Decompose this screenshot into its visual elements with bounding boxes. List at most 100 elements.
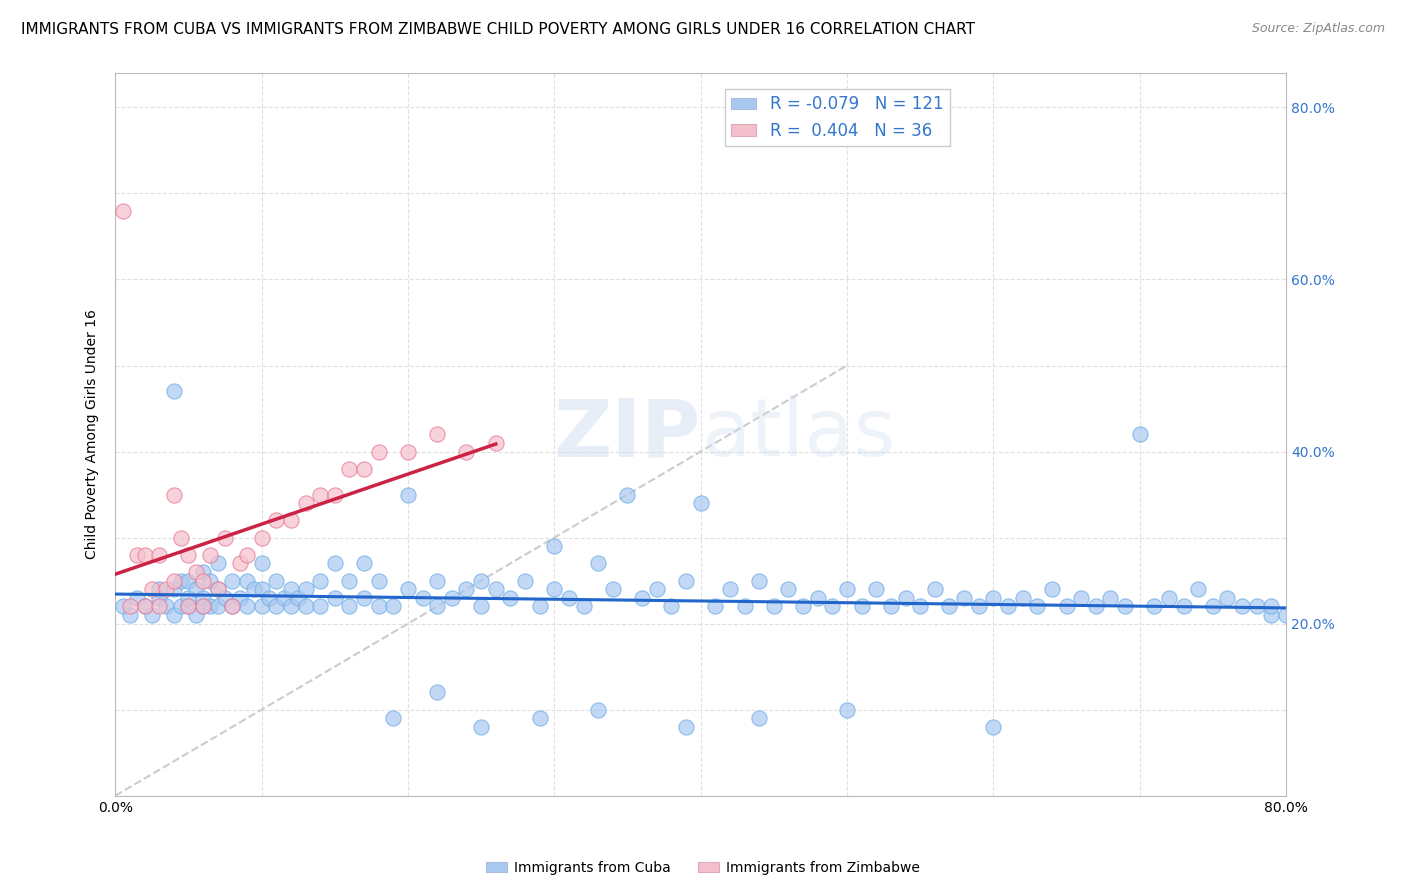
Point	[294, 582, 316, 597]
Point	[616, 487, 638, 501]
Point	[191, 599, 214, 614]
Point	[207, 582, 229, 597]
Point	[470, 599, 492, 614]
Point	[163, 607, 186, 622]
Point	[141, 582, 163, 597]
Point	[191, 565, 214, 579]
Point	[1275, 607, 1298, 622]
Point	[323, 557, 346, 571]
Point	[111, 599, 134, 614]
Point	[118, 599, 141, 614]
Point	[184, 565, 207, 579]
Point	[1230, 599, 1253, 614]
Point	[207, 557, 229, 571]
Point	[280, 513, 302, 527]
Point	[1040, 582, 1063, 597]
Y-axis label: Child Poverty Among Girls Under 16: Child Poverty Among Girls Under 16	[86, 310, 100, 559]
Point	[792, 599, 814, 614]
Point	[309, 599, 332, 614]
Point	[155, 582, 177, 597]
Point	[499, 591, 522, 605]
Point	[543, 539, 565, 553]
Legend: R = -0.079   N = 121, R =  0.404   N = 36: R = -0.079 N = 121, R = 0.404 N = 36	[724, 88, 950, 146]
Point	[111, 203, 134, 218]
Point	[1114, 599, 1136, 614]
Point	[675, 574, 697, 588]
Point	[1216, 591, 1239, 605]
Point	[236, 548, 259, 562]
Point	[264, 513, 287, 527]
Point	[426, 685, 449, 699]
Point	[981, 720, 1004, 734]
Point	[243, 582, 266, 597]
Point	[470, 720, 492, 734]
Point	[382, 599, 405, 614]
Point	[529, 599, 551, 614]
Point	[148, 548, 170, 562]
Point	[280, 599, 302, 614]
Point	[191, 574, 214, 588]
Point	[264, 599, 287, 614]
Point	[513, 574, 536, 588]
Point	[221, 599, 243, 614]
Point	[762, 599, 785, 614]
Point	[485, 582, 508, 597]
Point	[134, 548, 156, 562]
Point	[367, 574, 389, 588]
Point	[250, 599, 273, 614]
Point	[426, 427, 449, 442]
Point	[645, 582, 668, 597]
Point	[163, 487, 186, 501]
Point	[412, 591, 434, 605]
Point	[214, 531, 236, 545]
Point	[214, 591, 236, 605]
Point	[191, 591, 214, 605]
Point	[250, 531, 273, 545]
Point	[353, 557, 375, 571]
Point	[309, 574, 332, 588]
Point	[1026, 599, 1049, 614]
Point	[221, 599, 243, 614]
Point	[273, 591, 295, 605]
Point	[134, 599, 156, 614]
Point	[200, 574, 222, 588]
Point	[353, 591, 375, 605]
Point	[287, 591, 309, 605]
Point	[1202, 599, 1225, 614]
Point	[339, 462, 361, 476]
Point	[236, 599, 259, 614]
Point	[228, 591, 250, 605]
Point	[148, 582, 170, 597]
Point	[163, 582, 186, 597]
Point	[184, 582, 207, 597]
Point	[177, 599, 200, 614]
Point	[367, 599, 389, 614]
Point	[1011, 591, 1033, 605]
Point	[177, 548, 200, 562]
Point	[148, 591, 170, 605]
Point	[938, 599, 960, 614]
Point	[294, 496, 316, 510]
Point	[382, 711, 405, 725]
Point	[485, 436, 508, 450]
Point	[997, 599, 1019, 614]
Point	[981, 591, 1004, 605]
Point	[207, 599, 229, 614]
Point	[228, 557, 250, 571]
Point	[778, 582, 800, 597]
Point	[280, 582, 302, 597]
Point	[309, 487, 332, 501]
Point	[704, 599, 727, 614]
Point	[221, 574, 243, 588]
Point	[1143, 599, 1166, 614]
Point	[689, 496, 711, 510]
Point	[1246, 599, 1268, 614]
Point	[396, 582, 419, 597]
Point	[323, 591, 346, 605]
Point	[748, 574, 770, 588]
Point	[250, 582, 273, 597]
Text: IMMIGRANTS FROM CUBA VS IMMIGRANTS FROM ZIMBABWE CHILD POVERTY AMONG GIRLS UNDER: IMMIGRANTS FROM CUBA VS IMMIGRANTS FROM …	[21, 22, 976, 37]
Point	[163, 384, 186, 399]
Point	[163, 574, 186, 588]
Legend: Immigrants from Cuba, Immigrants from Zimbabwe: Immigrants from Cuba, Immigrants from Zi…	[481, 855, 925, 880]
